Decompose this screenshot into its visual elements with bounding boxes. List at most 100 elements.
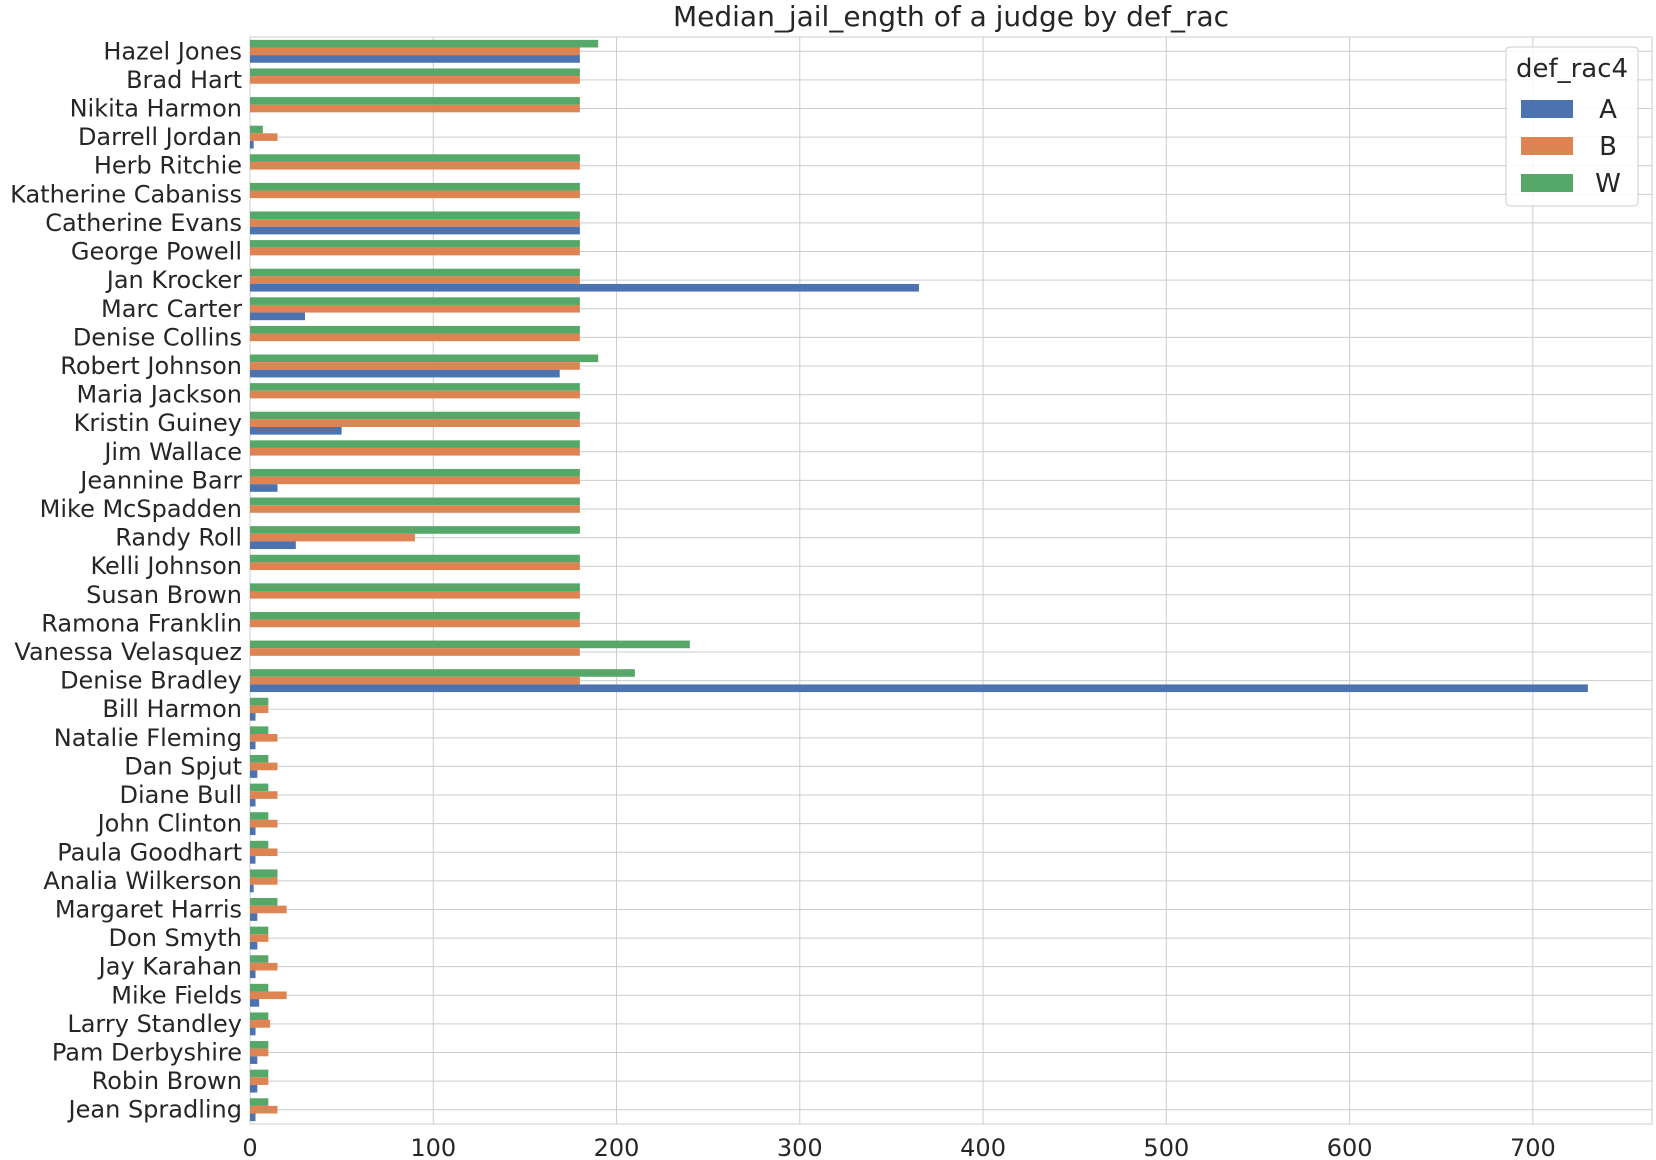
bar-B-jay-karahan [250,962,278,971]
grid-lines [249,36,1653,1125]
category-label: Darrell Jordan [78,123,242,151]
bar-B-vanessa-velasquez [250,648,580,656]
category-label: Bill Harmon [102,695,242,723]
bar-B-catherine-evans [250,219,580,227]
bar-W-marc-carter [250,297,580,305]
x-tick-label: 500 [1143,1134,1189,1160]
bar-B-maria-jackson [250,390,580,399]
bar-W-nikita-harmon [250,97,580,105]
bar-A-natalie-fleming [250,741,256,750]
bar-A-jean-spradling [250,1113,256,1122]
category-label: Jay Karahan [97,953,242,981]
x-tick-label: 600 [1327,1134,1373,1160]
category-label: George Powell [71,238,242,266]
bar-W-herb-ritchie [250,154,580,162]
bar-W-diane-bull [250,783,269,792]
bar-W-bill-harmon [250,697,269,706]
bar-W-jan-krocker [250,268,580,277]
bar-B-analia-wilkerson [250,877,278,885]
bar-W-kelli-johnson [250,554,580,563]
bar-B-denise-collins [250,333,580,342]
bar-A-randy-roll [250,541,296,550]
category-label: Mike McSpadden [40,495,242,523]
bar-B-bill-harmon [250,705,269,714]
category-label: Marc Carter [101,295,242,323]
bar-W-brad-hart [250,68,580,77]
category-label: John Clinton [96,810,242,838]
category-label: Katherine Cabaniss [10,180,242,208]
bar-W-maria-jackson [250,383,580,391]
category-label: Herb Ritchie [94,152,242,180]
bar-B-darrell-jordan [250,133,278,141]
bar-W-jean-spradling [250,1098,269,1106]
bar-A-robert-johnson [250,369,560,378]
chart-title: Median_jail_ength of a judge by def_rac [673,0,1229,33]
bar-A-kristin-guiney [250,426,342,435]
bar-A-jan-krocker [250,283,919,292]
category-label: Jean Spradling [67,1096,242,1124]
bar-W-mike-mcspadden [250,497,580,506]
bar-B-don-smyth [250,934,269,942]
legend-label-W: W [1595,169,1621,199]
bar-B-ramona-franklin [250,619,580,628]
category-label: Analia Wilkerson [43,867,242,895]
category-label: Ramona Franklin [41,609,242,637]
bar-W-margaret-harris [250,898,278,906]
bar-A-hazel-jones [250,55,580,63]
bar-A-pam-derbyshire [250,1056,258,1064]
bar-W-robin-brown [250,1069,269,1078]
category-label: Jim Wallace [102,438,242,466]
x-tick-label: 200 [594,1134,640,1160]
plot-frame [249,36,1653,1125]
category-label: Robin Brown [92,1067,242,1095]
bar-B-jean-spradling [250,1105,278,1114]
x-tick-label: 300 [777,1134,823,1160]
bar-A-john-clinton [250,827,256,836]
bar-B-robin-brown [250,1077,269,1085]
category-label: Kristin Guiney [74,409,242,437]
bar-B-paula-goodhart [250,848,278,857]
bar-W-ramona-franklin [250,611,580,620]
legend-swatch-W [1521,174,1573,192]
bar-A-margaret-harris [250,913,258,921]
x-tick-labels: 0 100 200 300 400 500 600 700 [242,1134,1555,1160]
bars [250,39,1588,1122]
bar-A-don-smyth [250,941,258,950]
category-label: Margaret Harris [55,895,242,923]
bar-B-jim-wallace [250,447,580,456]
category-label: Don Smyth [109,924,242,952]
bar-B-marc-carter [250,304,580,313]
category-label: Randy Roll [115,524,242,552]
bar-B-randy-roll [250,533,415,542]
bar-B-susan-brown [250,590,580,599]
legend-label-B: B [1599,132,1617,162]
bar-W-natalie-fleming [250,726,269,735]
category-label: Nikita Harmon [70,95,242,123]
category-label: Paula Goodhart [57,838,242,866]
bar-B-mike-fields [250,991,287,1000]
bar-B-jan-krocker [250,276,580,284]
bar-B-larry-standley [250,1020,271,1028]
legend: def_rac4 ABW [1505,46,1639,207]
bar-B-diane-bull [250,791,278,799]
bar-A-jay-karahan [250,970,256,979]
bar-A-darrell-jordan [250,140,254,149]
category-label: Natalie Fleming [54,724,242,752]
category-label: Robert Johnson [60,352,242,380]
bar-A-diane-bull [250,798,256,807]
bar-W-kristin-guiney [250,411,580,420]
bar-W-darrell-jordan [250,125,263,134]
bar-B-dan-spjut [250,762,278,771]
bar-B-jeannine-barr [250,476,580,485]
legend-box [1505,46,1639,207]
bar-B-mike-mcspadden [250,505,580,513]
category-label: Diane Bull [120,781,242,809]
bar-B-margaret-harris [250,905,287,914]
legend-title: def_rac4 [1516,54,1628,84]
bar-A-paula-goodhart [250,856,256,864]
bar-A-denise-bradley [250,684,1588,693]
bar-W-larry-standley [250,1012,269,1021]
bar-B-robert-johnson [250,362,580,370]
bar-B-brad-hart [250,76,580,84]
bar-A-mike-fields [250,999,260,1007]
